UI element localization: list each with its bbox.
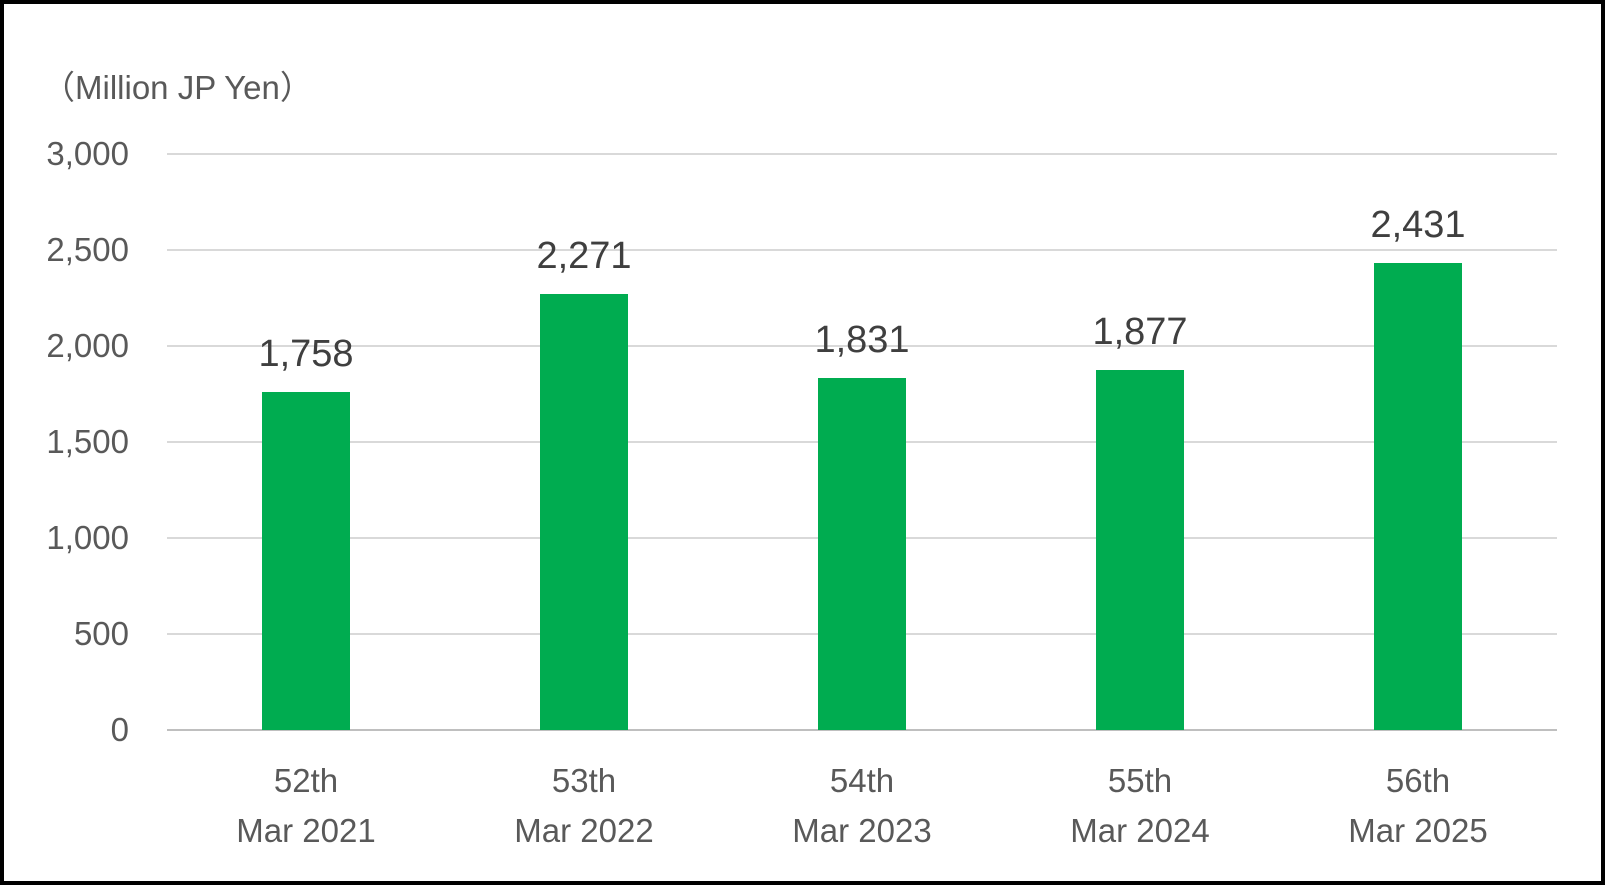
bar	[818, 378, 906, 730]
x-axis-category-label: 52th Mar 2021	[236, 756, 375, 856]
y-axis-tick-label: 2,000	[46, 327, 129, 364]
gridline	[167, 249, 1557, 251]
bar-value-label: 2,431	[1370, 204, 1466, 247]
x-axis-category-line2: Mar 2021	[236, 812, 376, 849]
x-axis-category-line2: Mar 2025	[1348, 812, 1488, 849]
bar-value-label: 1,877	[1092, 310, 1188, 353]
bar-value-label: 2,271	[536, 234, 632, 277]
bar	[262, 392, 350, 730]
x-axis-category-line2: Mar 2024	[1070, 812, 1210, 849]
y-axis-tick-label: 0	[110, 711, 129, 748]
bar	[1096, 369, 1184, 730]
chart-title: （Million JP Yen）	[42, 69, 313, 106]
x-axis-line	[167, 729, 1557, 731]
y-axis-tick-label: 3,000	[46, 135, 129, 172]
x-axis-category-line2: Mar 2023	[792, 812, 932, 849]
x-axis-category-line1: 52th	[273, 762, 339, 799]
bar	[540, 293, 628, 730]
x-axis-category-label: 54th Mar 2023	[792, 756, 931, 856]
x-axis-category-label: 55th Mar 2024	[1070, 756, 1209, 856]
x-axis-category-line2: Mar 2022	[514, 812, 654, 849]
bar	[1374, 263, 1462, 730]
y-axis-tick-label: 1,000	[46, 519, 129, 556]
x-axis-category-line1: 55th	[1107, 762, 1173, 799]
x-axis-category-line1: 54th	[829, 762, 895, 799]
gridline	[167, 153, 1557, 155]
x-axis-category-label: 56th Mar 2025	[1348, 756, 1487, 856]
y-axis-tick-label: 2,500	[46, 231, 129, 268]
y-axis-tick-label: 500	[73, 615, 129, 652]
gridline	[167, 345, 1557, 347]
y-axis-tick-label: 1,500	[46, 423, 129, 460]
bar-value-label: 1,758	[258, 333, 354, 376]
x-axis-category-label: 53th Mar 2022	[514, 756, 653, 856]
x-axis-category-line1: 53th	[551, 762, 617, 799]
x-axis-category-line1: 56th	[1385, 762, 1451, 799]
bar-value-label: 1,831	[814, 319, 910, 362]
